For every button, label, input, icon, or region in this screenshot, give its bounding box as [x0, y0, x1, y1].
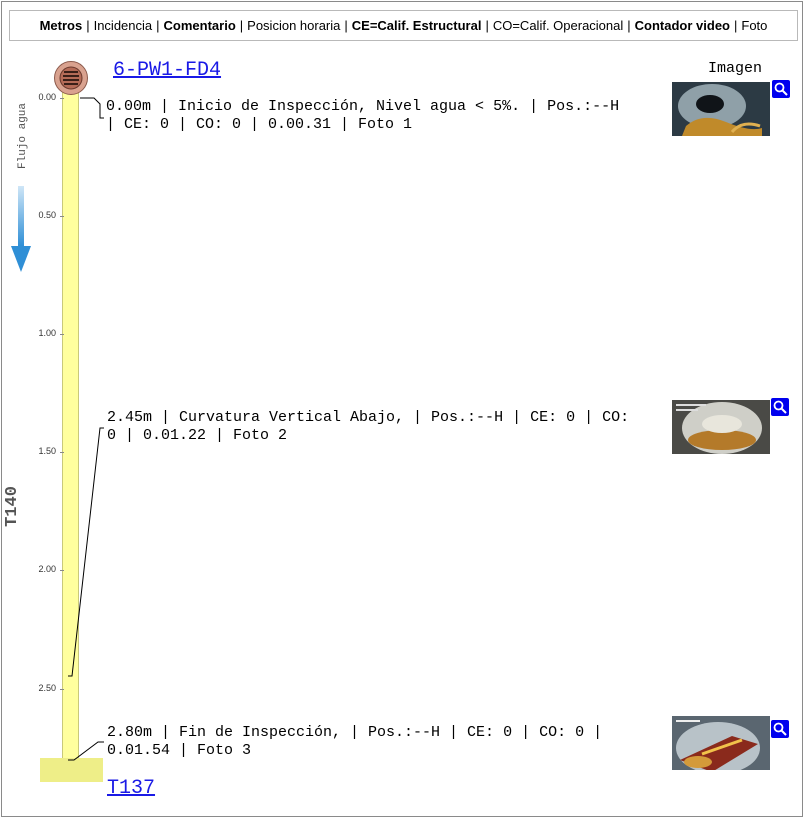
legend-comentario: Comentario	[163, 18, 236, 33]
image-column-title: Imagen	[708, 60, 763, 77]
end-node-link[interactable]: T137	[107, 777, 156, 800]
legend-foto: Foto	[741, 18, 768, 33]
scale-tick-mark	[60, 334, 64, 335]
legend-sep: |	[485, 18, 489, 33]
legend-metros: Metros	[39, 18, 83, 33]
zoom-icon[interactable]	[771, 720, 789, 738]
scale-tick-mark	[60, 98, 64, 99]
event-item: 0.00m | Inicio de Inspección, Nivel agua…	[106, 98, 619, 134]
scale-tick: 0.00	[38, 92, 56, 102]
event-line: 2.45m | Curvatura Vertical Abajo, | Pos.…	[107, 409, 630, 426]
legend-sep: |	[627, 18, 631, 33]
start-node-link[interactable]: 6-PW1-FD4	[113, 59, 222, 82]
scale-tick: 2.00	[38, 564, 56, 574]
event-line: 0.00m | Inicio de Inspección, Nivel agua…	[106, 98, 620, 115]
legend-sep: |	[239, 18, 244, 33]
scale-tick-mark	[60, 452, 64, 453]
legend-sep: |	[344, 18, 348, 33]
zoom-icon[interactable]	[772, 80, 790, 98]
event-line: 0.01.54 | Foto 3	[107, 742, 252, 759]
legend-ce: CE=Calif. Estructural	[351, 18, 482, 33]
legend-sep: |	[86, 18, 90, 33]
pipe-base	[40, 758, 103, 782]
legend-co: CO=Calif. Operacional	[492, 18, 624, 33]
flow-arrow-icon	[11, 186, 31, 272]
scale-tick-mark	[60, 216, 64, 217]
event-photo-thumbnail[interactable]	[672, 400, 770, 454]
legend-sep: |	[734, 18, 738, 33]
zoom-icon[interactable]	[771, 398, 789, 416]
event-photo-thumbnail[interactable]	[672, 82, 770, 136]
event-photo-thumbnail[interactable]	[672, 716, 770, 770]
event-item: 2.45m | Curvatura Vertical Abajo, | Pos.…	[107, 409, 629, 445]
legend-sep: |	[156, 18, 160, 33]
event-line: 2.80m | Fin de Inspección, | Pos.:--H | …	[107, 724, 603, 741]
scale-tick-mark	[60, 689, 64, 690]
manhole-icon	[54, 61, 88, 95]
scale-tick: 1.50	[38, 446, 56, 456]
scale-tick: 2.50	[38, 683, 56, 693]
scale-tick: 1.00	[38, 328, 56, 338]
legend-bar: Metros | Incidencia | Comentario | Posic…	[9, 10, 798, 41]
event-line: | CE: 0 | CO: 0 | 0.00.31 | Foto 1	[106, 116, 413, 133]
scale-tick-mark	[60, 570, 64, 571]
legend-incidencia: Incidencia	[93, 18, 153, 33]
event-line: 0 | 0.01.22 | Foto 2	[107, 427, 288, 444]
legend-contador: Contador video	[634, 18, 730, 33]
scale-tick: 0.50	[38, 210, 56, 220]
event-item: 2.80m | Fin de Inspección, | Pos.:--H | …	[107, 724, 602, 760]
legend-posicion: Posicion horaria	[247, 18, 341, 33]
